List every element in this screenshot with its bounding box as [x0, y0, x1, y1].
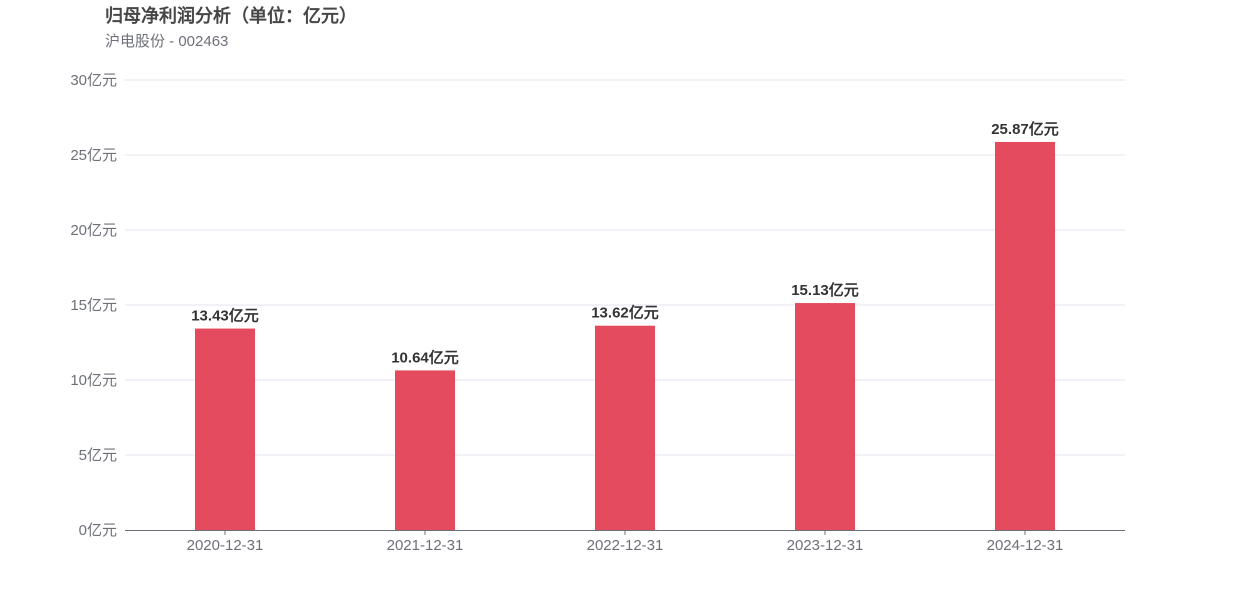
data-label: 13.62亿元: [591, 304, 659, 322]
label-layer: 0亿元 5亿元 10亿元 15亿元 20亿元 25亿元 30亿元 13.43亿元 2020-12…: [70, 72, 1063, 554]
data-label: 10.64亿元: [391, 348, 459, 366]
y-tick-label: 30亿元: [70, 72, 117, 89]
bar: [395, 370, 455, 530]
x-tick-label: 2023-12-31: [787, 537, 864, 554]
bar: [595, 325, 655, 530]
y-tick-label: 20亿元: [70, 222, 117, 239]
y-tick-label: 25亿元: [70, 147, 117, 164]
bar: [995, 141, 1055, 530]
data-label: 25.87亿元: [991, 120, 1059, 138]
bar-layer: [195, 141, 1055, 530]
y-tick-label: 15亿元: [70, 297, 117, 314]
x-tick-label: 2022-12-31: [587, 537, 664, 554]
y-tick-label: 5亿元: [79, 447, 117, 464]
y-tick-label: 0亿元: [79, 522, 117, 539]
x-tick-label: 2024-12-31: [987, 537, 1064, 554]
chart-subtitle: 沪电股份 - 002463: [105, 33, 229, 50]
bar: [195, 328, 255, 530]
chart-title: 归母净利润分析（单位：亿元）: [105, 6, 357, 26]
x-tick-label: 2021-12-31: [387, 537, 464, 554]
grid-layer: [125, 79, 1125, 535]
bar: [795, 303, 855, 530]
y-tick-label: 10亿元: [70, 372, 117, 389]
data-label: 13.43亿元: [191, 307, 259, 325]
data-label: 15.13亿元: [791, 281, 859, 299]
x-tick-label: 2020-12-31: [187, 537, 264, 554]
